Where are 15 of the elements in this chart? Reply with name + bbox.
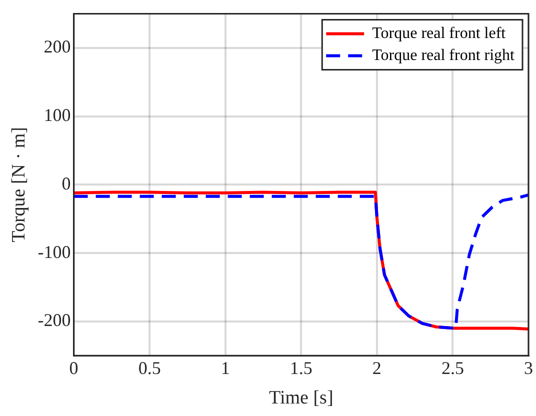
x-tick-label: 0.5	[138, 358, 161, 378]
x-tick-label: 1.5	[290, 358, 312, 378]
x-axis-title: Time [s]	[269, 388, 334, 409]
x-tick-label: 2	[372, 358, 382, 378]
y-tick-label: 100	[44, 105, 71, 126]
y-tick-label: -100	[38, 242, 71, 262]
y-axis-title: Torque [N · m]	[8, 127, 30, 242]
x-tick-label: 2.5	[441, 358, 464, 378]
x-tick-label: 1	[220, 358, 230, 378]
y-tick-label: -200	[38, 310, 71, 330]
x-tick-label: 3	[524, 358, 533, 378]
y-tick-label: 0	[62, 173, 71, 194]
legend-label: Torque real front left	[372, 25, 506, 42]
y-tick-label: 200	[44, 36, 71, 57]
legend-label: Torque real front right	[372, 47, 516, 64]
